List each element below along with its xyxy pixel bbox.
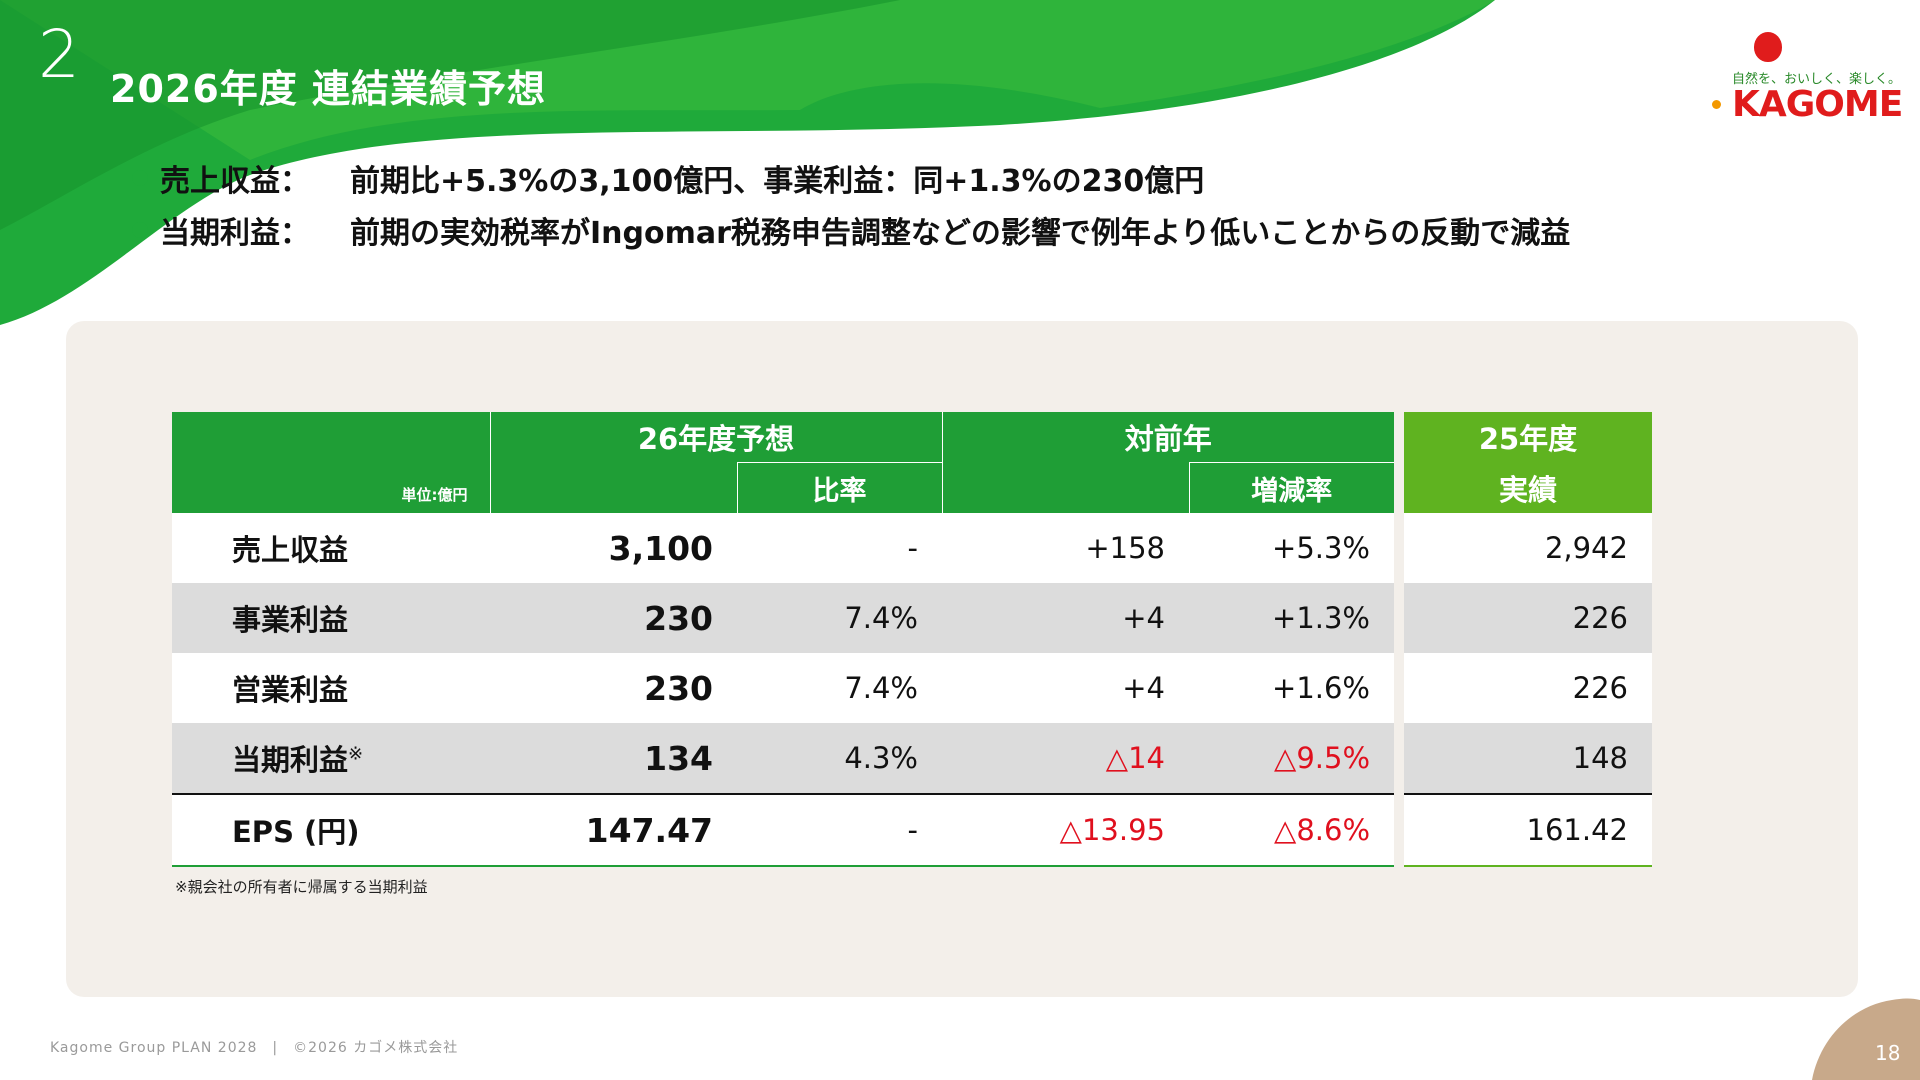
change-rate-value: +1.3% xyxy=(1189,583,1394,653)
logo-wordmark: KAGOME xyxy=(1732,84,1903,125)
yoy-value: △14 xyxy=(942,723,1189,794)
ratio-value: - xyxy=(737,793,942,867)
yoy-value: △13.95 xyxy=(942,793,1189,867)
yoy-value: +158 xyxy=(942,513,1189,583)
ratio-value: 7.4% xyxy=(737,653,942,723)
bullet-label: 当期利益： xyxy=(160,216,310,251)
footnote-mark: ※ xyxy=(348,743,364,765)
forecast-table: 単位:億円 26年度予想 対前年 25年度 比率 増減率 実績 売上収益 3,1… xyxy=(172,412,1652,867)
summary-bullet: 売上収益： 前期比+5.3%の3,100億円、事業利益：同+1.3%の230億円 xyxy=(132,152,1570,204)
table-row: 売上収益 3,100 - +158 +5.3% 2,942 xyxy=(172,513,1652,583)
forecast-value: 230 xyxy=(490,653,737,723)
bullet-dot-icon xyxy=(132,222,148,238)
table-row: EPS (円) 147.47 - △13.95 △8.6% 161.42 xyxy=(172,793,1652,867)
ratio-value: 4.3% xyxy=(737,723,942,794)
table-row: 事業利益 230 7.4% +4 +1.3% 226 xyxy=(172,583,1652,653)
yoy-value: +4 xyxy=(942,653,1189,723)
change-rate-value: +1.6% xyxy=(1189,653,1394,723)
summary-bullet: 当期利益： 前期の実効税率がIngomar税務申告調整などの影響で例年より低いこ… xyxy=(132,204,1570,256)
table-row: 当期利益※ 134 4.3% △14 △9.5% 148 xyxy=(172,723,1652,794)
row-name: 当期利益 xyxy=(232,743,349,777)
col-header-actual-line1: 25年度 xyxy=(1404,412,1652,463)
row-name: 売上収益 xyxy=(172,513,490,583)
actual-value: 148 xyxy=(1404,723,1652,794)
change-rate-value: △9.5% xyxy=(1189,723,1394,794)
table-row: 営業利益 230 7.4% +4 +1.6% 226 xyxy=(172,653,1652,723)
col-header-change-rate: 増減率 xyxy=(1188,462,1394,513)
unit-label: 単位:億円 xyxy=(172,412,490,513)
actual-value: 226 xyxy=(1404,583,1652,653)
bullet-label: 売上収益： xyxy=(160,164,310,199)
row-name-cell: 当期利益※ xyxy=(172,723,490,794)
section-number: 2 xyxy=(38,16,80,93)
yoy-value: +4 xyxy=(942,583,1189,653)
actual-value: 161.42 xyxy=(1404,793,1652,867)
tomato-icon xyxy=(1754,32,1782,62)
footnote: ※親会社の所有者に帰属する当期利益 xyxy=(175,878,428,896)
bullet-text: 前期の実効税率がIngomar税務申告調整などの影響で例年より低いことからの反動… xyxy=(350,216,1571,251)
logo-tagline: 自然を、おいしく、楽しく。 xyxy=(1732,72,1902,87)
page-number: 18 xyxy=(1875,1041,1901,1065)
ratio-value: - xyxy=(737,513,942,583)
col-header-ratio: 比率 xyxy=(736,462,942,513)
col-header-forecast: 26年度予想 xyxy=(489,412,942,463)
page-number-tab xyxy=(1812,998,1920,1080)
change-rate-value: △8.6% xyxy=(1189,793,1394,867)
ratio-value: 7.4% xyxy=(737,583,942,653)
actual-value: 2,942 xyxy=(1404,513,1652,583)
bullet-text: 前期比+5.3%の3,100億円、事業利益：同+1.3%の230億円 xyxy=(350,164,1205,199)
forecast-value: 147.47 xyxy=(490,793,737,867)
row-name: EPS (円) xyxy=(172,793,490,867)
summary-bullets: 売上収益： 前期比+5.3%の3,100億円、事業利益：同+1.3%の230億円… xyxy=(132,152,1570,256)
footer-text: Kagome Group PLAN 2028 | ©2026 カゴメ株式会社 xyxy=(50,1040,459,1056)
forecast-value: 230 xyxy=(490,583,737,653)
row-name: 営業利益 xyxy=(172,653,490,723)
header-green-swoosh xyxy=(0,0,1495,325)
forecast-value: 134 xyxy=(490,723,737,794)
bullet-dot-icon xyxy=(132,170,148,186)
actual-value: 226 xyxy=(1404,653,1652,723)
logo-dot-icon xyxy=(1712,100,1721,109)
row-name: 事業利益 xyxy=(172,583,490,653)
col-header-yoy: 対前年 xyxy=(941,412,1394,463)
col-header-actual-line2: 実績 xyxy=(1404,462,1652,513)
forecast-value: 3,100 xyxy=(490,513,737,583)
page-title: 2026年度 連結業績予想 xyxy=(110,67,546,111)
kagome-logo: 自然を、おいしく、楽しく。 KAGOME xyxy=(1712,32,1903,125)
change-rate-value: +5.3% xyxy=(1189,513,1394,583)
